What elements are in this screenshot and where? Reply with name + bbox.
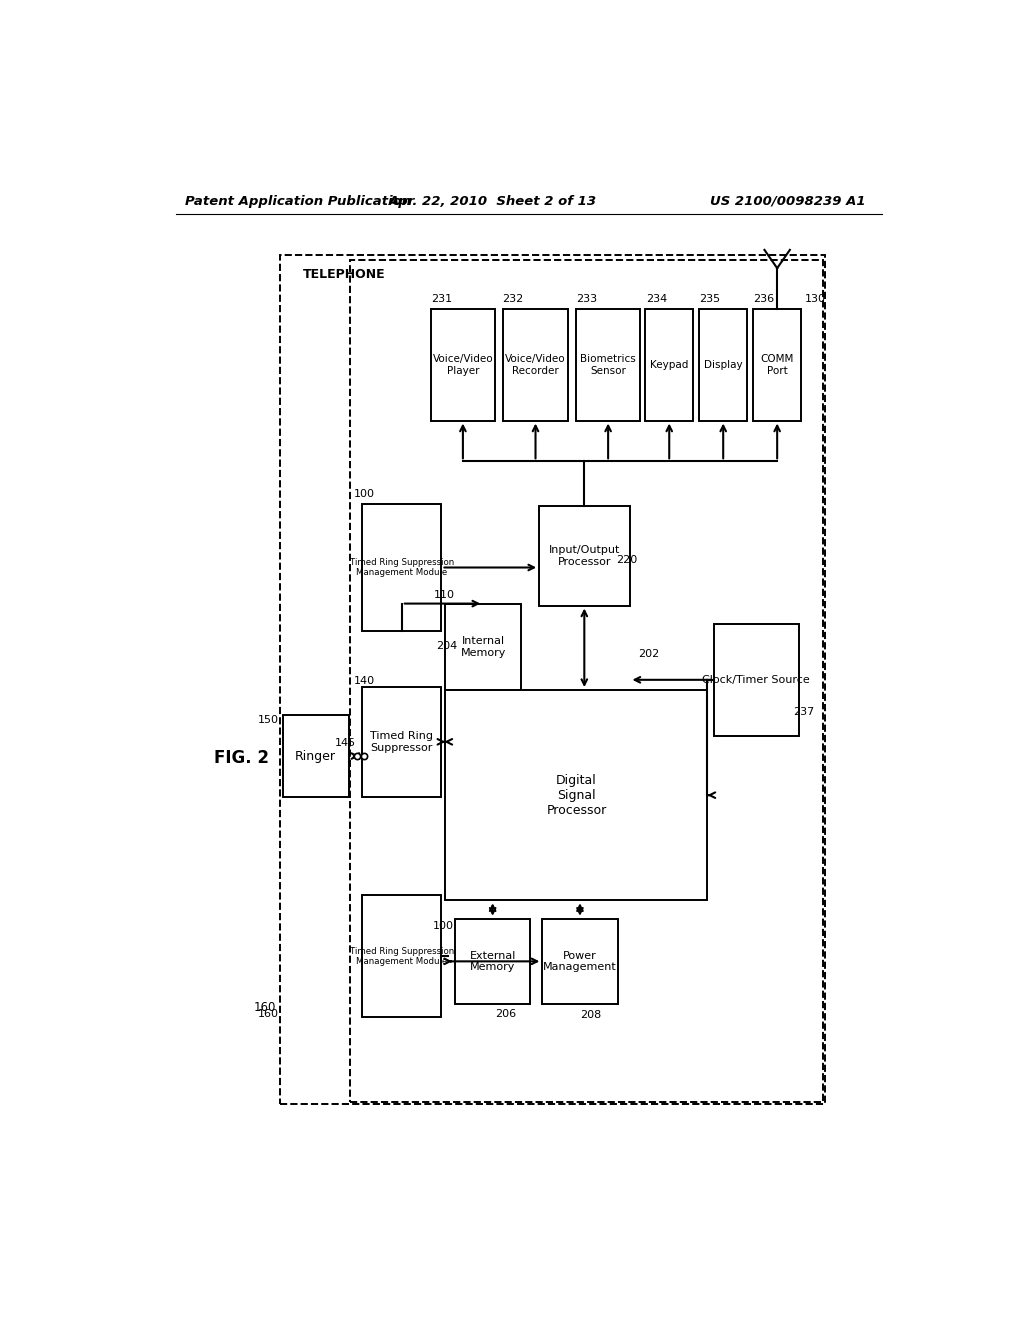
Text: 236: 236 (754, 293, 774, 304)
Text: 234: 234 (646, 293, 668, 304)
Bar (699, 309, 748, 421)
Text: Input/Output
Processor: Input/Output Processor (549, 545, 620, 566)
Text: Keypad: Keypad (650, 360, 688, 370)
Text: 206: 206 (495, 1010, 516, 1019)
Text: US 2100/0098239 A1: US 2100/0098239 A1 (711, 195, 866, 209)
Text: Internal
Memory: Internal Memory (461, 636, 506, 657)
Bar (283, 715, 348, 797)
Text: Apr. 22, 2010  Sheet 2 of 13: Apr. 22, 2010 Sheet 2 of 13 (389, 195, 597, 209)
Text: 160: 160 (253, 1001, 275, 1014)
Bar (445, 603, 521, 690)
Bar (431, 309, 495, 421)
Text: 130: 130 (805, 293, 826, 304)
Text: Power
Management: Power Management (543, 950, 616, 972)
Text: 202: 202 (638, 649, 659, 660)
Text: 235: 235 (699, 293, 721, 304)
Text: Timed Ring Suppression
Management Module: Timed Ring Suppression Management Module (349, 946, 454, 966)
Text: 140: 140 (353, 676, 375, 686)
Text: Timed Ring
Suppressor: Timed Ring Suppressor (371, 731, 433, 752)
Text: COMM
Port: COMM Port (761, 354, 794, 375)
Bar (362, 504, 441, 631)
Text: Ringer: Ringer (295, 750, 336, 763)
Bar (577, 309, 640, 421)
Text: Display: Display (703, 360, 742, 370)
Text: 100: 100 (353, 488, 375, 499)
Bar (539, 506, 630, 606)
Text: 100: 100 (433, 921, 454, 931)
Text: 204: 204 (436, 642, 457, 651)
Bar (455, 919, 530, 1005)
Bar (362, 895, 441, 1018)
Text: FIG. 2: FIG. 2 (214, 748, 268, 767)
Text: Voice/Video
Recorder: Voice/Video Recorder (505, 354, 566, 375)
Bar (714, 624, 799, 735)
Text: 231: 231 (431, 293, 453, 304)
Bar (503, 309, 568, 421)
Bar (645, 309, 693, 421)
Text: Biometrics
Sensor: Biometrics Sensor (581, 354, 636, 375)
Text: 208: 208 (581, 1010, 602, 1020)
Text: 110: 110 (433, 590, 455, 601)
Text: 150: 150 (257, 715, 279, 726)
Text: TELEPHONE: TELEPHONE (303, 268, 385, 281)
Bar (543, 919, 617, 1005)
Bar (350, 260, 823, 1102)
Text: Timed Ring Suppression
Management Module: Timed Ring Suppression Management Module (349, 558, 454, 577)
Text: Voice/Video
Player: Voice/Video Player (432, 354, 494, 375)
Text: Patent Application Publication: Patent Application Publication (185, 195, 412, 209)
Bar (281, 255, 824, 1104)
Text: 232: 232 (503, 293, 524, 304)
Bar (362, 686, 441, 797)
Text: External
Memory: External Memory (469, 950, 516, 972)
Text: 220: 220 (616, 554, 637, 565)
Text: Digital
Signal
Processor: Digital Signal Processor (546, 774, 606, 817)
Text: 160: 160 (257, 1010, 279, 1019)
Text: Clock/Timer Source: Clock/Timer Source (702, 675, 810, 685)
Bar (445, 690, 708, 900)
Text: 145: 145 (335, 738, 356, 748)
Text: 237: 237 (793, 708, 814, 717)
Text: 233: 233 (577, 293, 598, 304)
Bar (754, 309, 801, 421)
